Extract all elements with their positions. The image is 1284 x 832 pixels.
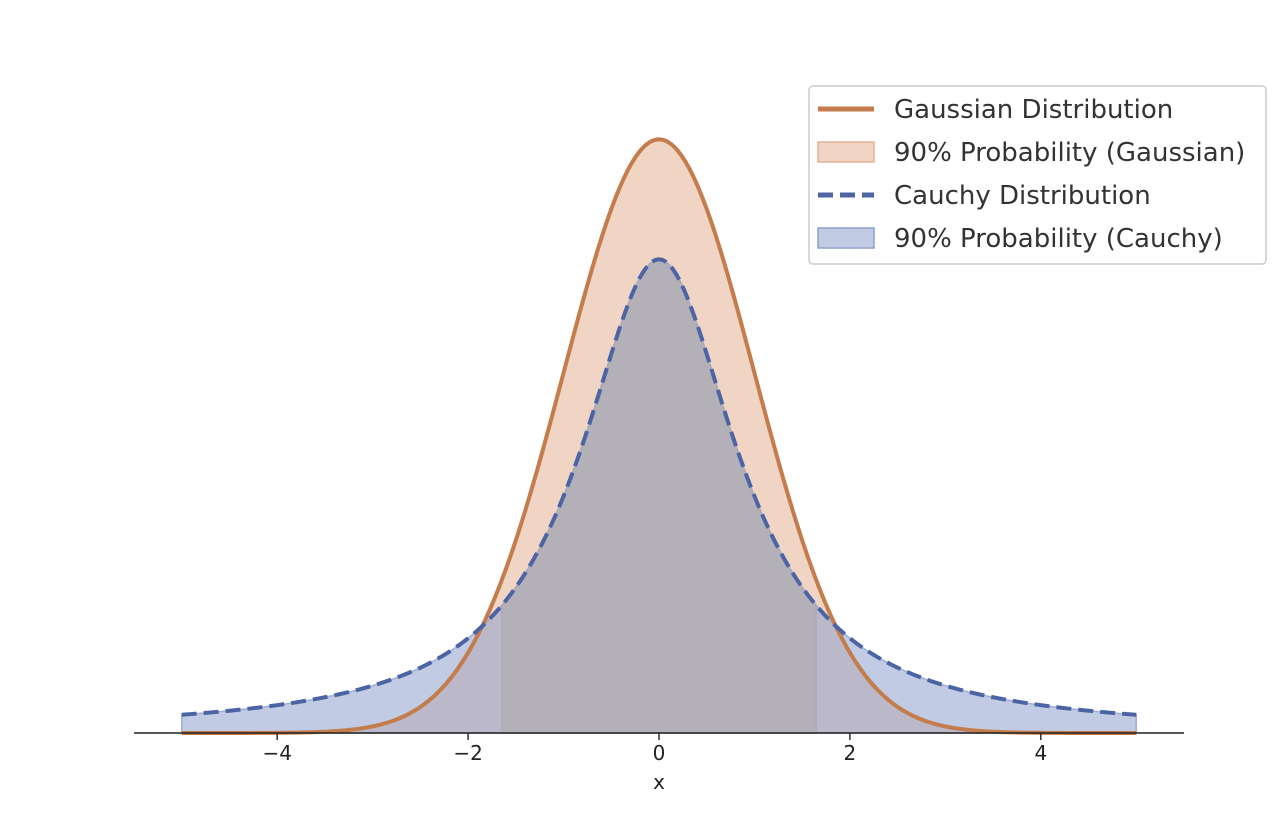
x-tick-label: −4 (262, 741, 291, 765)
legend-label: 90% Probability (Gaussian) (894, 138, 1245, 168)
legend-label: Gaussian Distribution (894, 95, 1173, 125)
x-tick-label: 0 (653, 741, 666, 765)
legend-label: 90% Probability (Cauchy) (894, 224, 1223, 254)
legend-box (808, 85, 1267, 265)
x-axis: −4 −2 0 2 4 (134, 732, 1184, 765)
lines-layer (181, 137, 1137, 735)
legend: Gaussian Distribution 90% Probability (Ga… (808, 85, 1267, 265)
legend-handle-patch (817, 141, 875, 163)
legend-label: Cauchy Distribution (894, 181, 1151, 211)
legend-handle-patch (817, 227, 875, 249)
x-tick-label: 2 (844, 741, 857, 765)
gaussian-line (181, 137, 1137, 735)
x-tick-label: 4 (1034, 741, 1047, 765)
x-axis-label: x (653, 770, 665, 794)
x-tick-label: −2 (453, 741, 482, 765)
cauchy-line (181, 257, 1137, 717)
